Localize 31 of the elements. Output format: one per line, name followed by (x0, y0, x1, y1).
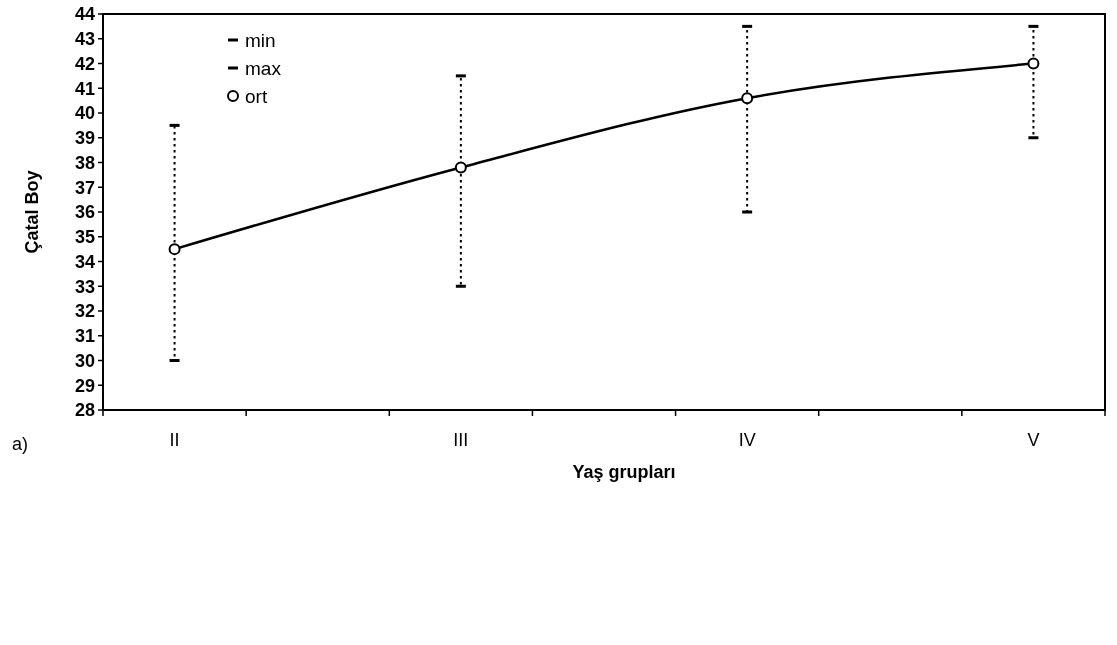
y-tick-label: 38 (74, 152, 95, 173)
y-tick-label: 32 (74, 301, 95, 322)
y-tick-label: 39 (74, 128, 95, 149)
y-tick-label: 42 (74, 53, 95, 74)
y-axis-title: Çatal Boy (22, 170, 42, 254)
y-tick-label: 41 (74, 78, 95, 99)
y-tick-label: 44 (74, 4, 95, 25)
y-tick-label: 36 (74, 202, 95, 223)
point (741, 92, 754, 105)
legend-label: min (245, 29, 276, 51)
y-tick-label: 28 (74, 400, 95, 421)
y-tick-label: 34 (74, 251, 95, 272)
text: a) (12, 434, 29, 454)
y-tick-label: 35 (74, 227, 95, 248)
y-tick-label: 43 (74, 29, 95, 50)
y-tick-label: 30 (74, 350, 95, 371)
y-tick-label: 40 (74, 103, 95, 124)
y-tick-label: 37 (74, 177, 95, 198)
point (168, 243, 181, 256)
x-tick-label: II (169, 430, 180, 450)
x-tick-label: IV (738, 430, 756, 450)
x-tick-label: V (1027, 430, 1040, 450)
y-tick-label: 33 (74, 276, 95, 297)
point (1027, 57, 1040, 70)
x-axis-title: Yaş grupları (572, 462, 676, 482)
point (454, 161, 467, 174)
y-tick-label: 31 (74, 326, 95, 347)
x-tick-label: III (453, 430, 469, 450)
legend-label: ort (245, 85, 268, 107)
y-tick-label: 29 (74, 375, 95, 396)
legend-label: max (245, 57, 282, 79)
